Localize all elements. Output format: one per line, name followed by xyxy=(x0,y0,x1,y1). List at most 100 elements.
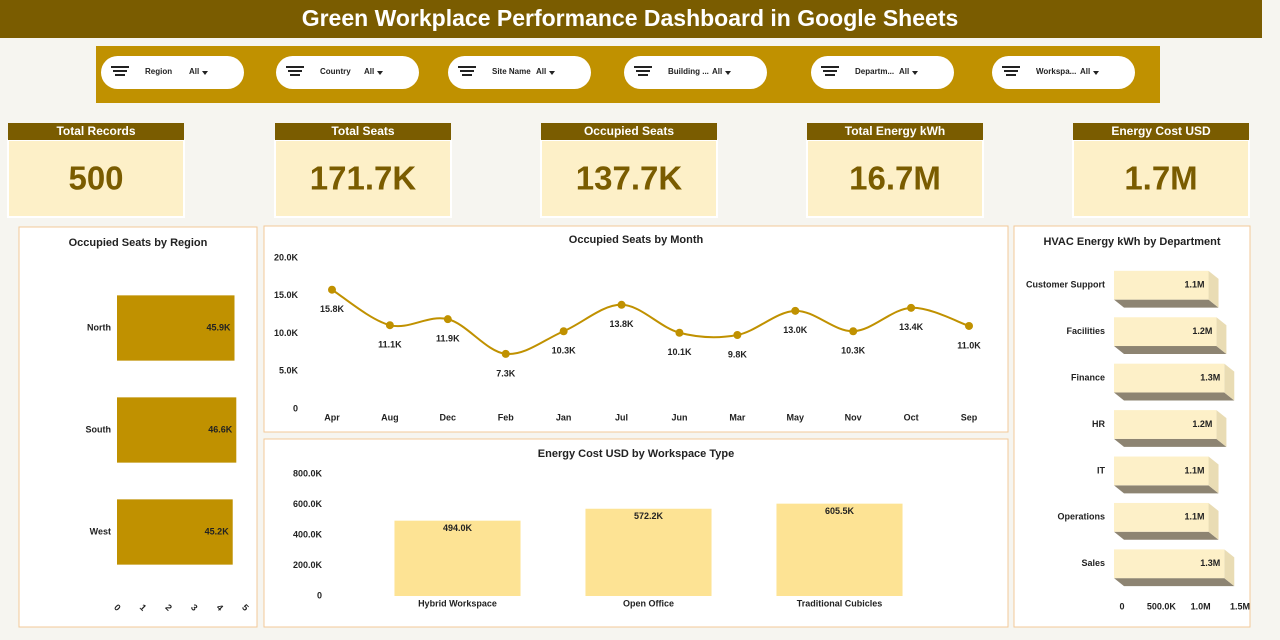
filter-dropdown[interactable] xyxy=(448,56,591,89)
kpi-value: 1.7M xyxy=(1124,160,1197,197)
bar-shadow xyxy=(1114,299,1219,308)
bar-shadow xyxy=(1114,531,1219,540)
y-tick-label: 200.0K xyxy=(293,560,323,570)
filter-value: All xyxy=(536,67,546,76)
y-tick-label: 400.0K xyxy=(293,529,323,539)
chart-title: Occupied Seats by Region xyxy=(69,237,208,249)
kpi-card xyxy=(1072,139,1250,218)
y-tick-label: 0 xyxy=(293,403,298,413)
x-tick-label: Dec xyxy=(440,412,457,422)
x-tick-label: 0 xyxy=(1119,601,1124,611)
y-tick-label: HR xyxy=(1092,419,1105,429)
x-tick-label: Traditional Cubicles xyxy=(797,598,883,608)
bar-shadow xyxy=(1114,578,1235,587)
kpi-label: Total Seats xyxy=(331,124,394,138)
filter-dropdown[interactable] xyxy=(992,56,1135,89)
point xyxy=(907,303,916,312)
bar-side xyxy=(1224,363,1235,401)
y-tick-label: 20.0K xyxy=(274,252,299,262)
x-tick-label: 1.0M xyxy=(1191,601,1211,611)
x-tick-label: Mar xyxy=(729,412,746,422)
y-tick-label: 0 xyxy=(317,590,322,600)
filter-label: Site Name xyxy=(492,67,531,76)
data-label: 1.2M xyxy=(1192,419,1212,429)
kpi-card xyxy=(274,139,452,218)
dropdown-caret xyxy=(377,71,383,75)
filter-dropdown[interactable] xyxy=(624,56,767,89)
bar-shadow xyxy=(1114,485,1219,494)
data-label: 1.1M xyxy=(1185,280,1205,290)
data-label: 10.3K xyxy=(552,346,577,356)
x-tick-label: Feb xyxy=(498,412,515,422)
y-tick-label: Customer Support xyxy=(1026,280,1105,290)
filter-value: All xyxy=(712,67,722,76)
data-label: 10.1K xyxy=(667,347,692,357)
y-tick-label: North xyxy=(87,322,111,332)
chart-panel xyxy=(263,225,1009,433)
chart-title: Energy Cost USD by Workspace Type xyxy=(538,448,734,460)
filter-dropdown[interactable] xyxy=(101,56,244,89)
kpi-value: 171.7K xyxy=(310,160,417,197)
bar-side xyxy=(1208,502,1219,540)
data-label: 15.8K xyxy=(320,304,345,314)
point xyxy=(559,327,568,336)
y-tick-label: 10.0K xyxy=(274,328,299,338)
x-tick-label: 2 xyxy=(163,602,174,613)
bar xyxy=(1114,317,1217,347)
kpi-header xyxy=(541,123,717,140)
bar xyxy=(1114,270,1209,300)
filter-value: All xyxy=(899,67,909,76)
x-tick-label: May xyxy=(787,412,805,422)
filter-label: Building ... xyxy=(668,67,709,76)
bar xyxy=(117,499,233,565)
filter-dropdown[interactable] xyxy=(811,56,954,89)
kpi-header xyxy=(1073,123,1249,140)
data-label: 45.2K xyxy=(205,526,230,536)
data-label: 1.2M xyxy=(1192,326,1212,336)
data-label: 605.5K xyxy=(825,506,855,516)
data-label: 1.1M xyxy=(1185,512,1205,522)
y-tick-label: Finance xyxy=(1071,372,1105,382)
x-tick-label: Jan xyxy=(556,412,572,422)
y-tick-label: Operations xyxy=(1057,512,1105,522)
x-tick-label: 4 xyxy=(215,602,226,613)
point xyxy=(501,349,510,358)
filter-dropdown[interactable] xyxy=(276,56,419,89)
filter-value: All xyxy=(364,67,374,76)
x-tick-label: Oct xyxy=(904,412,919,422)
bar xyxy=(1114,363,1225,393)
y-tick-label: Sales xyxy=(1081,558,1105,568)
dropdown-caret xyxy=(1093,71,1099,75)
kpi-header xyxy=(275,123,451,140)
dropdown-caret xyxy=(912,71,918,75)
filter-value: All xyxy=(189,67,199,76)
kpi-label: Occupied Seats xyxy=(584,124,674,138)
point xyxy=(328,285,336,294)
x-tick-label: 1 xyxy=(138,602,149,613)
x-tick-label: 5 xyxy=(240,602,251,613)
data-label: 9.8K xyxy=(728,349,748,359)
kpi-value: 16.7M xyxy=(849,160,941,197)
bar-shadow xyxy=(1114,392,1235,401)
filter-value: All xyxy=(1080,67,1090,76)
point xyxy=(965,321,973,330)
point xyxy=(385,321,394,330)
bar xyxy=(1114,410,1217,439)
y-tick-label: IT xyxy=(1097,465,1106,475)
data-label: 11.9K xyxy=(436,334,460,344)
dropdown-caret xyxy=(549,71,555,75)
data-label: 494.0K xyxy=(443,523,473,533)
point xyxy=(617,300,626,309)
bar-side xyxy=(1216,317,1227,355)
x-tick-label: Jun xyxy=(671,412,687,422)
chart-title: Occupied Seats by Month xyxy=(569,234,704,246)
bar xyxy=(776,503,903,596)
data-label: 7.3K xyxy=(496,368,516,378)
x-tick-label: Open Office xyxy=(623,598,674,608)
y-tick-label: 600.0K xyxy=(293,499,323,509)
point xyxy=(443,315,452,324)
x-tick-label: 0 xyxy=(112,602,123,613)
y-tick-label: South xyxy=(86,424,112,434)
